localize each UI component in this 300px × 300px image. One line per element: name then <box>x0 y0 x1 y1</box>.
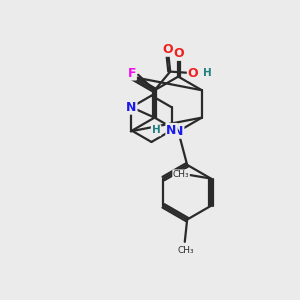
Text: O: O <box>163 43 173 56</box>
Text: O: O <box>188 67 198 80</box>
Text: H: H <box>152 125 161 135</box>
Text: H: H <box>203 68 212 78</box>
Text: N: N <box>173 125 183 138</box>
Text: N: N <box>126 101 136 114</box>
Text: N: N <box>166 124 177 137</box>
Text: CH₃: CH₃ <box>177 246 194 255</box>
Text: O: O <box>173 47 184 60</box>
Text: F: F <box>128 67 136 80</box>
Text: CH₃: CH₃ <box>173 170 189 179</box>
